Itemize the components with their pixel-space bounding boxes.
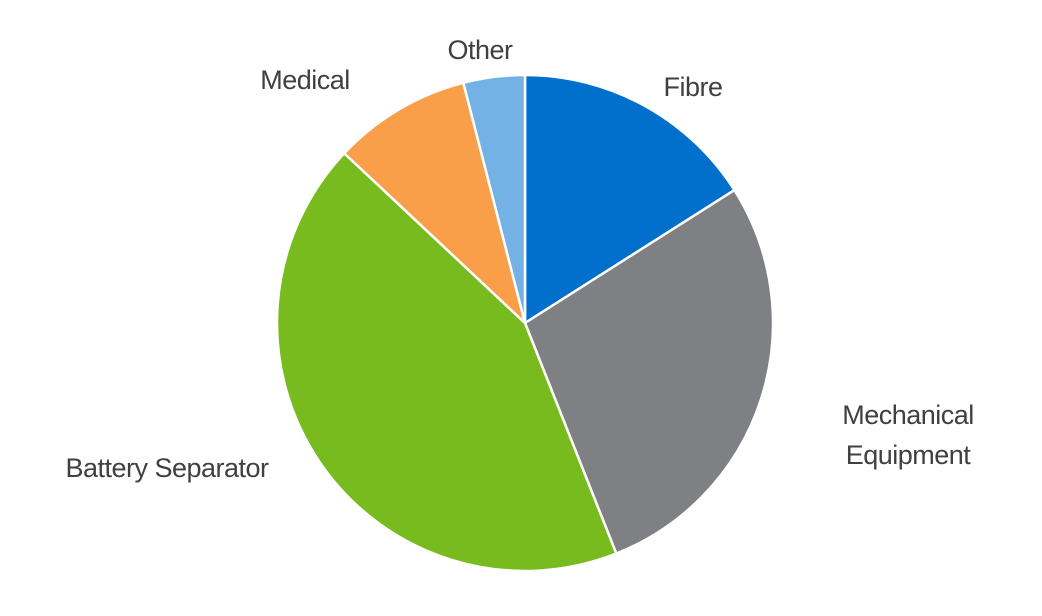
slice-label: Battery Separator: [65, 453, 269, 483]
slice-label: Mechanical Equipment: [842, 400, 974, 470]
pie-slice: [461, 73, 527, 324]
pie-slice: [523, 188, 775, 556]
slice-label: Medical: [260, 65, 350, 95]
slice-label: Fibre: [663, 72, 723, 102]
pie-slice: [275, 151, 618, 573]
slice-label: Other: [447, 35, 513, 65]
pie-slice: [342, 81, 528, 327]
pie-slice: [523, 73, 737, 326]
